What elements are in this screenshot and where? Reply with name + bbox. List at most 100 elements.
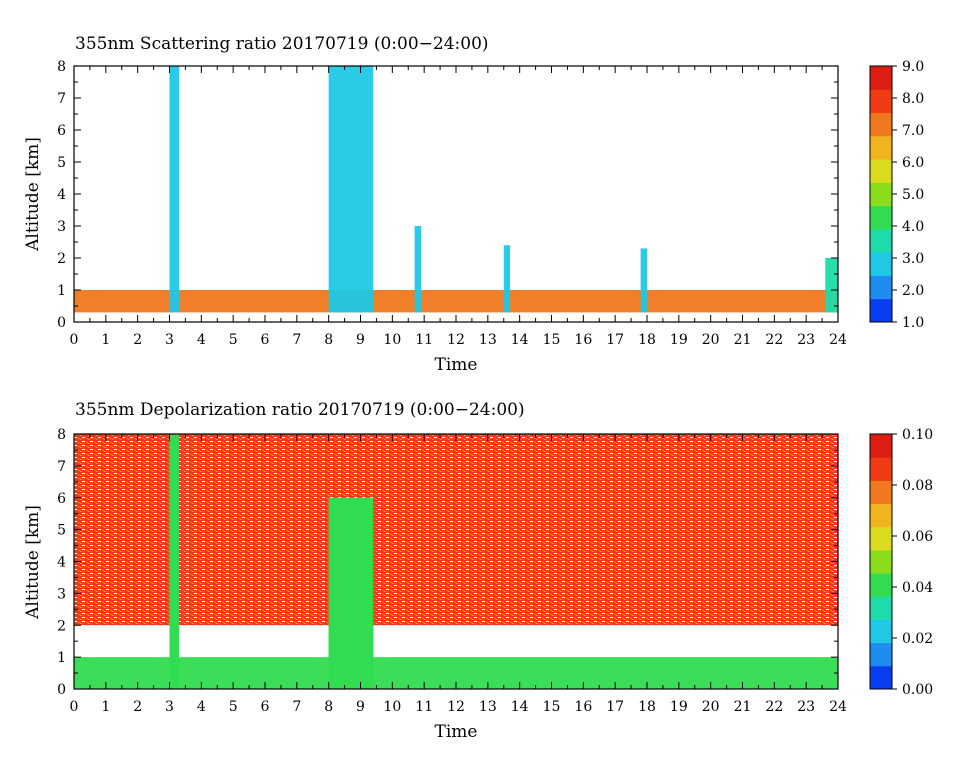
x-tick-label: 13 <box>479 332 497 348</box>
heatmap-feature <box>169 434 180 689</box>
x-tick-label: 5 <box>229 332 238 348</box>
y-axis-label: Altitude [km] <box>23 505 43 620</box>
colorbar-swatch <box>870 252 892 276</box>
x-tick-label: 23 <box>797 332 815 348</box>
colorbar-tick-label: 3.0 <box>902 251 924 267</box>
y-tick-label: 7 <box>57 91 66 107</box>
colorbar-swatch <box>870 275 892 300</box>
x-tick-label: 2 <box>133 699 142 715</box>
x-tick-label: 12 <box>447 699 465 715</box>
colorbar-swatch <box>870 665 892 690</box>
x-tick-label: 4 <box>197 699 206 715</box>
y-tick-label: 0 <box>57 682 66 698</box>
colorbar-tick-label: 1.0 <box>902 315 924 331</box>
y-tick-label: 4 <box>57 555 66 571</box>
depolarization-ratio-panel: 355nm Depolarization ratio 20170719 (0:0… <box>23 400 933 742</box>
colorbar-tick-label: 4.0 <box>902 219 924 235</box>
plot-area <box>73 433 839 690</box>
x-tick-label: 6 <box>261 332 270 348</box>
y-tick-label: 1 <box>57 650 66 666</box>
colorbar-tick-label: 9.0 <box>902 59 924 75</box>
heatmap-feature <box>169 66 180 313</box>
colorbar-tick-label: 7.0 <box>902 123 924 139</box>
x-axis-label: Time <box>435 722 478 742</box>
y-tick-label: 6 <box>57 123 66 139</box>
plot-area <box>73 65 839 323</box>
colorbar-tick-label: 6.0 <box>902 155 924 171</box>
x-tick-label: 4 <box>197 332 206 348</box>
x-tick-label: 0 <box>70 699 79 715</box>
x-tick-label: 0 <box>70 332 79 348</box>
x-tick-label: 20 <box>702 332 720 348</box>
colorbar-swatch <box>870 112 892 137</box>
x-tick-label: 7 <box>292 699 301 715</box>
colorbar-swatch <box>870 205 892 230</box>
colorbar-swatch <box>870 298 892 323</box>
x-tick-label: 22 <box>765 332 783 348</box>
y-tick-label: 0 <box>57 315 66 331</box>
colorbar-swatch <box>870 89 892 114</box>
colorbar-swatch <box>870 526 892 551</box>
x-tick-label: 8 <box>324 332 333 348</box>
x-tick-label: 9 <box>356 332 365 348</box>
colorbar-tick-label: 0.06 <box>902 529 933 545</box>
x-tick-label: 13 <box>479 699 497 715</box>
colorbar-swatch <box>870 503 892 528</box>
colorbar-swatch <box>870 480 892 505</box>
x-tick-label: 24 <box>829 699 847 715</box>
y-tick-label: 5 <box>57 155 66 171</box>
y-tick-label: 1 <box>57 283 66 299</box>
heatmap-feature <box>328 66 374 313</box>
x-tick-label: 6 <box>261 699 270 715</box>
y-tick-label: 7 <box>57 459 66 475</box>
colorbar-swatch <box>870 159 892 183</box>
x-tick-label: 22 <box>765 699 783 715</box>
colorbar-swatch <box>870 457 892 481</box>
x-tick-label: 1 <box>101 699 110 715</box>
y-tick-label: 3 <box>57 586 66 602</box>
x-tick-label: 19 <box>670 699 688 715</box>
x-axis-label: Time <box>435 355 478 375</box>
y-tick-label: 6 <box>57 491 66 507</box>
x-tick-label: 8 <box>324 699 333 715</box>
heatmap-feature <box>414 226 421 313</box>
x-tick-label: 5 <box>229 699 238 715</box>
y-tick-label: 3 <box>57 219 66 235</box>
colorbar-tick-label: 0.04 <box>902 580 933 596</box>
x-tick-label: 21 <box>734 699 752 715</box>
colorbar-tick-label: 8.0 <box>902 91 924 107</box>
x-tick-label: 15 <box>543 699 561 715</box>
colorbar-swatch <box>870 549 892 574</box>
x-tick-label: 17 <box>606 332 624 348</box>
y-tick-label: 2 <box>57 618 66 634</box>
x-tick-label: 16 <box>574 699 592 715</box>
y-axis: 0 1 2 3 4 5 6 7 8 <box>57 59 838 331</box>
colorbar-swatch <box>870 573 892 597</box>
x-tick-label: 24 <box>829 332 847 348</box>
x-tick-label: 15 <box>543 332 561 348</box>
heatmap-feature <box>74 434 838 626</box>
colorbar-tick-label: 0.00 <box>902 682 933 698</box>
colorbar-swatch <box>870 642 892 667</box>
x-tick-label: 11 <box>415 699 433 715</box>
colorbar: 1.0 2.0 3.0 4.0 5.0 6.0 7.0 8.0 9.0 <box>869 59 924 331</box>
x-axis: 0 1 2 3 4 5 6 7 8 9 10 11 12 13 14 15 16 17 18 19 20 21 22 23 24 <box>70 434 847 715</box>
colorbar-swatch <box>870 596 892 620</box>
colorbar-tick-label: 0.10 <box>902 427 933 443</box>
heatmap-feature <box>74 290 838 313</box>
heatmap-feature <box>825 258 838 313</box>
y-tick-label: 8 <box>57 59 66 75</box>
x-tick-label: 14 <box>511 699 529 715</box>
heatmap-feature <box>640 248 647 313</box>
x-tick-label: 23 <box>797 699 815 715</box>
chart-title: 355nm Depolarization ratio 20170719 (0:0… <box>75 400 525 420</box>
x-tick-label: 12 <box>447 332 465 348</box>
x-axis: 0 1 2 3 4 5 6 7 8 9 10 11 12 13 14 15 16 17 18 19 20 21 22 23 24 <box>70 66 847 348</box>
y-axis-label: Altitude [km] <box>23 137 43 252</box>
y-axis: 0 1 2 3 4 5 6 7 8 <box>57 427 838 698</box>
x-tick-label: 20 <box>702 699 720 715</box>
x-tick-label: 10 <box>383 699 401 715</box>
x-tick-label: 21 <box>734 332 752 348</box>
x-tick-label: 3 <box>165 699 174 715</box>
